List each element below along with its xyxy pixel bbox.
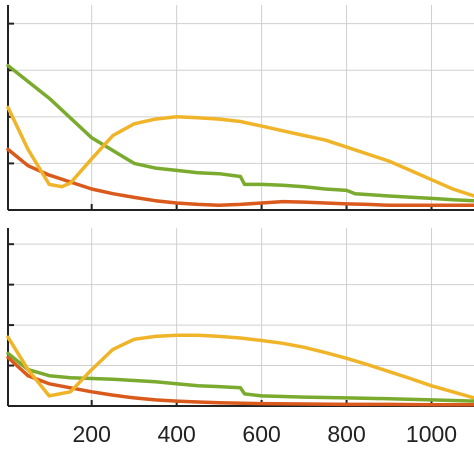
series-line-0 — [6, 351, 474, 403]
series-line-2 — [6, 333, 474, 400]
series-line-2 — [6, 105, 474, 198]
x-tick-label: 200 — [72, 421, 110, 447]
top-panel — [6, 5, 474, 211]
series-line-0 — [6, 63, 474, 203]
bottom-panel: 200 400 600 800 1000 — [6, 228, 474, 447]
x-tick-label: 400 — [157, 421, 195, 447]
x-tick-label: 1000 — [406, 421, 457, 447]
x-tick-label: 800 — [327, 421, 365, 447]
series-line-1 — [6, 355, 474, 407]
x-tick-label: 600 — [242, 421, 280, 447]
series-line-1 — [6, 147, 474, 208]
